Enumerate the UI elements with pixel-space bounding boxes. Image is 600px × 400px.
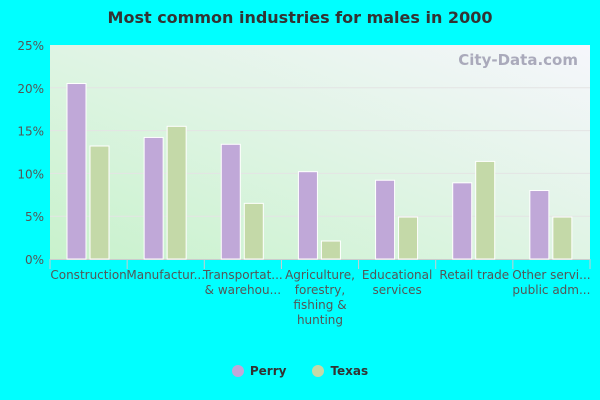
y-tick-label: 0% xyxy=(25,253,44,267)
x-tick-label: Other servi... xyxy=(512,268,590,282)
x-tick-label: Construction xyxy=(50,268,126,282)
bar-texas[interactable] xyxy=(398,216,419,260)
bar-perry[interactable] xyxy=(143,136,164,260)
x-tick-label: Educational xyxy=(362,268,432,282)
x-tick-label: Agriculture, xyxy=(285,268,355,282)
bar-texas[interactable] xyxy=(320,240,341,260)
y-tick-label: 5% xyxy=(25,210,44,224)
y-tick-label: 10% xyxy=(17,167,44,181)
bar-texas[interactable] xyxy=(475,160,496,260)
x-tick-label: public adm... xyxy=(512,283,590,297)
bar-perry[interactable] xyxy=(66,83,87,260)
x-tick-label: Manufactur... xyxy=(126,268,205,282)
bar-texas[interactable] xyxy=(552,216,573,260)
x-tick-label: fishing & xyxy=(293,298,346,312)
bar-texas[interactable] xyxy=(89,145,110,260)
bar-perry[interactable] xyxy=(297,171,318,260)
bar-perry[interactable] xyxy=(452,182,473,260)
legend-swatch xyxy=(231,365,244,377)
x-tick-label: forestry, xyxy=(295,283,345,297)
legend-item-texas[interactable]: Texas xyxy=(312,364,368,378)
y-tick-label: 25% xyxy=(17,39,44,53)
bar-perry[interactable] xyxy=(220,143,241,260)
legend: Perry Texas xyxy=(0,364,600,378)
legend-item-perry[interactable]: Perry xyxy=(231,364,287,378)
bar-texas[interactable] xyxy=(166,125,187,260)
bar-perry[interactable] xyxy=(529,190,550,260)
y-tick-label: 15% xyxy=(17,125,44,139)
legend-label: Texas xyxy=(330,364,369,378)
x-tick-label: & warehou... xyxy=(205,283,281,297)
x-tick-label: Transportat... xyxy=(202,268,283,282)
legend-label: Perry xyxy=(249,364,287,378)
plot-area xyxy=(50,45,590,259)
x-tick-label: services xyxy=(373,283,422,297)
y-tick-label: 20% xyxy=(17,82,44,96)
bar-texas[interactable] xyxy=(243,202,264,260)
bar-perry[interactable] xyxy=(375,179,396,260)
x-tick-label: Retail trade xyxy=(439,268,509,282)
legend-swatch xyxy=(312,365,325,377)
x-tick-label: hunting xyxy=(297,313,343,327)
chart-title: Most common industries for males in 2000 xyxy=(107,8,493,27)
watermark: City-Data.com xyxy=(458,51,578,69)
